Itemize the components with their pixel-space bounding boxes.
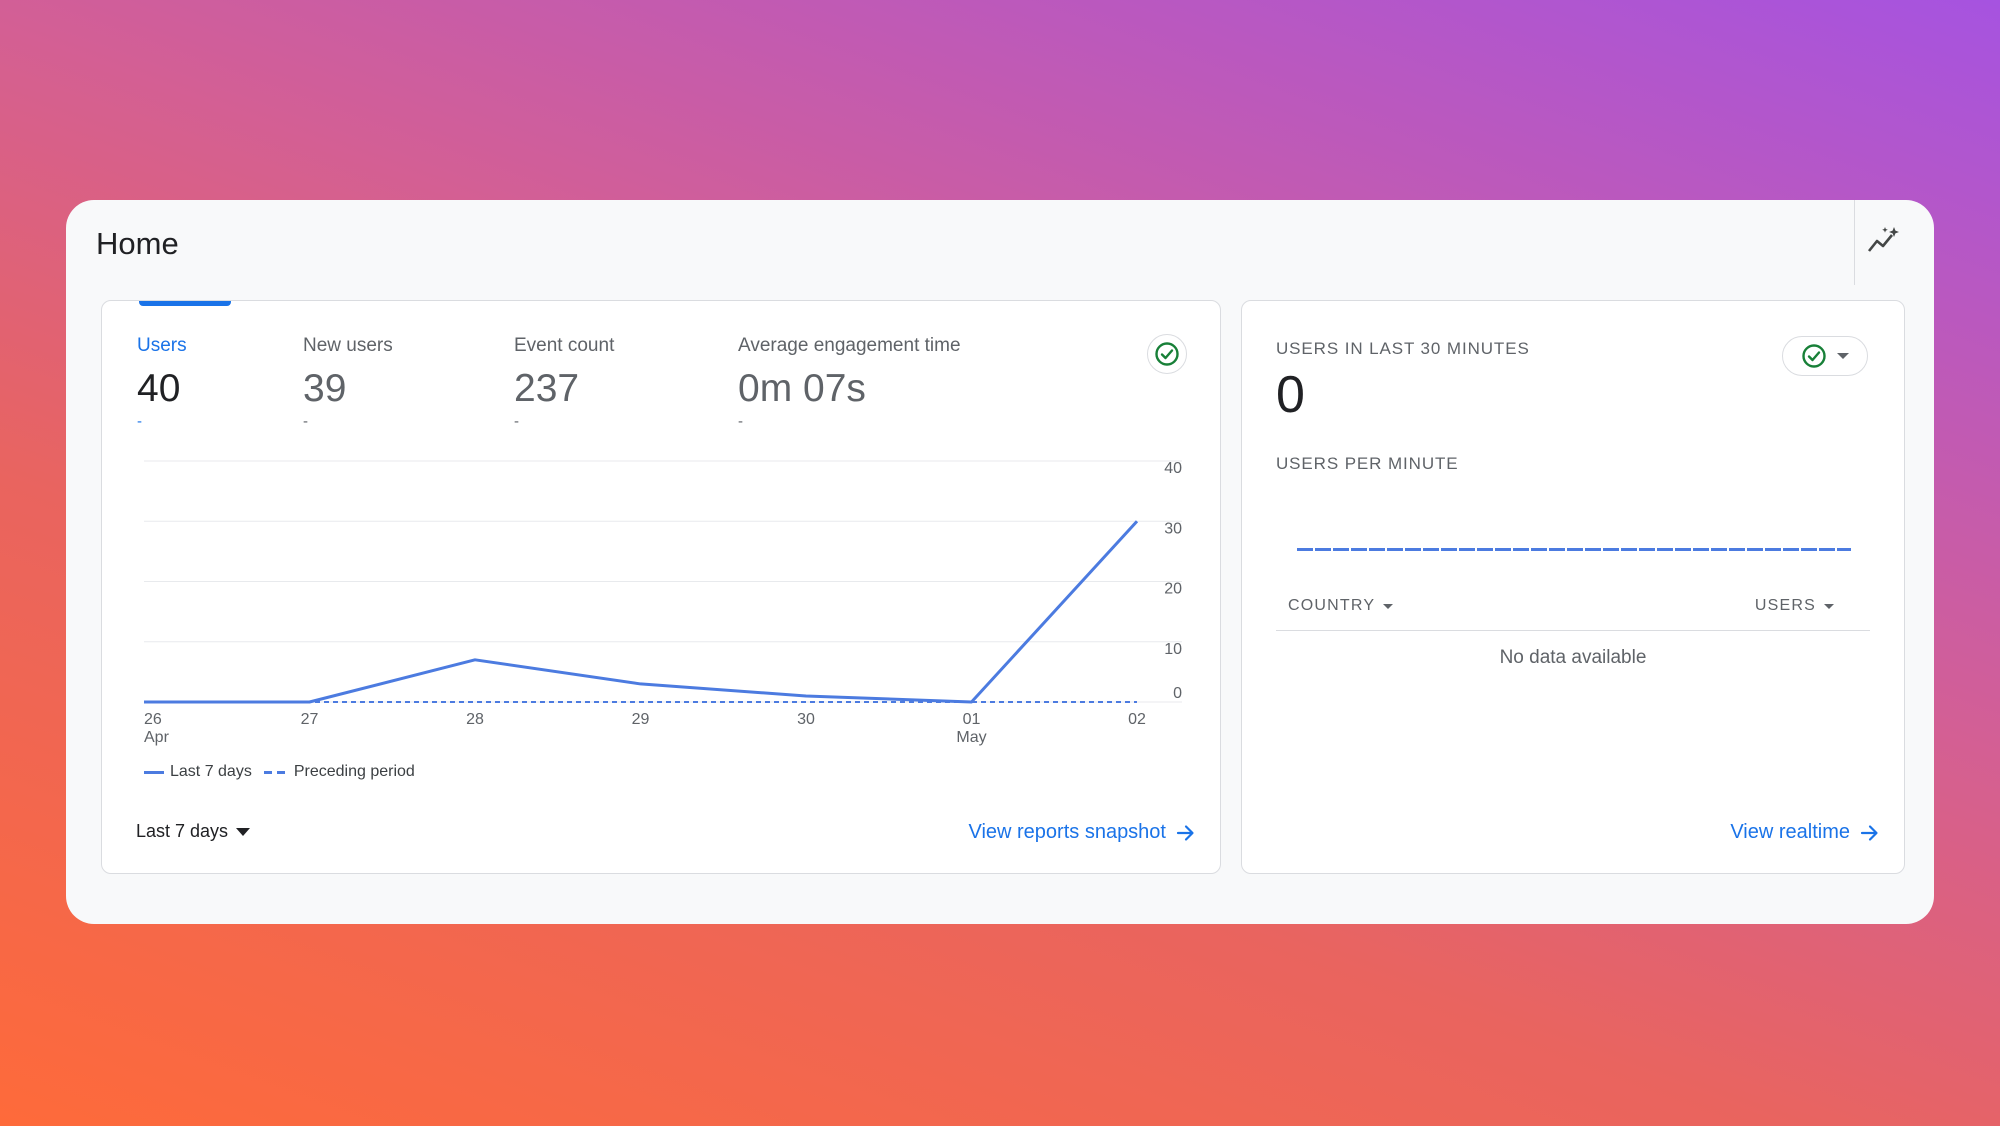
legend-label-last-7-days: Last 7 days	[170, 763, 252, 780]
overview-card: Users 40 - New users 39 - Event count 23…	[101, 300, 1221, 874]
header-divider	[1854, 200, 1855, 285]
caret-down-icon	[236, 827, 251, 836]
metric-value: 39	[303, 367, 347, 410]
y-tick-label: 10	[1164, 641, 1182, 658]
active-tab-indicator	[139, 301, 231, 306]
realtime-table-header: COUNTRY USERS	[1276, 581, 1870, 631]
metric-label: Event count	[514, 335, 615, 356]
users-per-minute-label: USERS PER MINUTE	[1276, 454, 1459, 473]
caret-down-icon	[1383, 603, 1394, 609]
legend-label-preceding-period: Preceding period	[293, 763, 415, 780]
metric-label: Users	[137, 335, 187, 356]
page-title: Home	[96, 226, 179, 261]
x-tick-label: 30	[797, 711, 815, 728]
no-data-message: No data available	[1499, 647, 1647, 668]
metric-tab-new-users[interactable]: New users 39 -	[303, 335, 393, 430]
x-tick-label: 29	[632, 711, 650, 728]
legend-swatch-dashed	[263, 770, 286, 774]
column-header-label: USERS	[1754, 597, 1816, 614]
view-reports-snapshot-label: View reports snapshot	[968, 821, 1166, 843]
view-realtime-link[interactable]: View realtime	[1730, 821, 1880, 844]
date-range-label: Last 7 days	[136, 821, 229, 841]
metric-change: -	[738, 413, 743, 430]
metric-change: -	[303, 413, 308, 430]
auto-insights-icon	[1867, 227, 1899, 252]
x-tick-label: 26 Apr	[144, 711, 170, 746]
insights-button[interactable]	[1866, 222, 1902, 258]
caret-down-icon	[1837, 353, 1849, 359]
y-tick-label: 20	[1164, 581, 1182, 598]
column-header-label: COUNTRY	[1288, 597, 1376, 614]
series-line-last-7-days	[144, 520, 1139, 704]
chart-legend: Last 7 days Preceding period	[144, 763, 415, 781]
metric-tab-users[interactable]: Users 40 -	[137, 335, 187, 430]
column-header-users[interactable]: USERS	[1755, 597, 1834, 615]
metric-value: 237	[514, 367, 580, 410]
metric-tab-event-count[interactable]: Event count 237 -	[514, 335, 614, 430]
x-tick-label: 27	[301, 711, 319, 728]
home-panel: Home Users 40 - New users 39 - Event cou…	[66, 200, 1934, 924]
realtime-card: USERS IN LAST 30 MINUTES 0 USERS PER MIN…	[1241, 300, 1905, 874]
data-quality-button[interactable]	[1147, 334, 1187, 374]
realtime-users-value: 0	[1276, 366, 1305, 424]
users-line-chart: 0 10 20 30 40 26 Apr 27 28 29 30 01 May 02	[144, 460, 1182, 746]
realtime-quality-dropdown[interactable]	[1782, 336, 1868, 376]
legend-swatch-solid	[144, 770, 164, 774]
check-circle-icon	[1155, 342, 1179, 366]
caret-down-icon	[1824, 603, 1834, 609]
metric-tab-avg-engagement-time[interactable]: Average engagement time 0m 07s -	[738, 335, 961, 430]
column-header-country[interactable]: COUNTRY	[1288, 597, 1394, 615]
metric-change: -	[514, 413, 519, 430]
metric-value: 40	[137, 367, 181, 410]
metric-label: New users	[303, 335, 393, 356]
arrow-right-icon	[1860, 824, 1878, 841]
x-tick-label: 01 May	[956, 711, 986, 746]
y-tick-label: 40	[1164, 460, 1182, 477]
y-tick-label: 0	[1173, 685, 1182, 702]
users-per-minute-sparkline	[1297, 548, 1851, 551]
realtime-title: USERS IN LAST 30 MINUTES	[1276, 339, 1530, 358]
metric-label: Average engagement time	[738, 335, 961, 356]
arrow-right-icon	[1176, 824, 1194, 841]
date-range-dropdown[interactable]: Last 7 days	[136, 821, 251, 842]
view-realtime-label: View realtime	[1730, 821, 1850, 843]
metric-value: 0m 07s	[738, 367, 866, 410]
x-tick-label: 02	[1128, 711, 1146, 728]
view-reports-snapshot-link[interactable]: View reports snapshot	[968, 821, 1196, 844]
y-tick-label: 30	[1164, 520, 1182, 537]
check-circle-icon	[1802, 344, 1826, 368]
metric-change: -	[137, 413, 142, 430]
x-tick-label: 28	[466, 711, 484, 728]
